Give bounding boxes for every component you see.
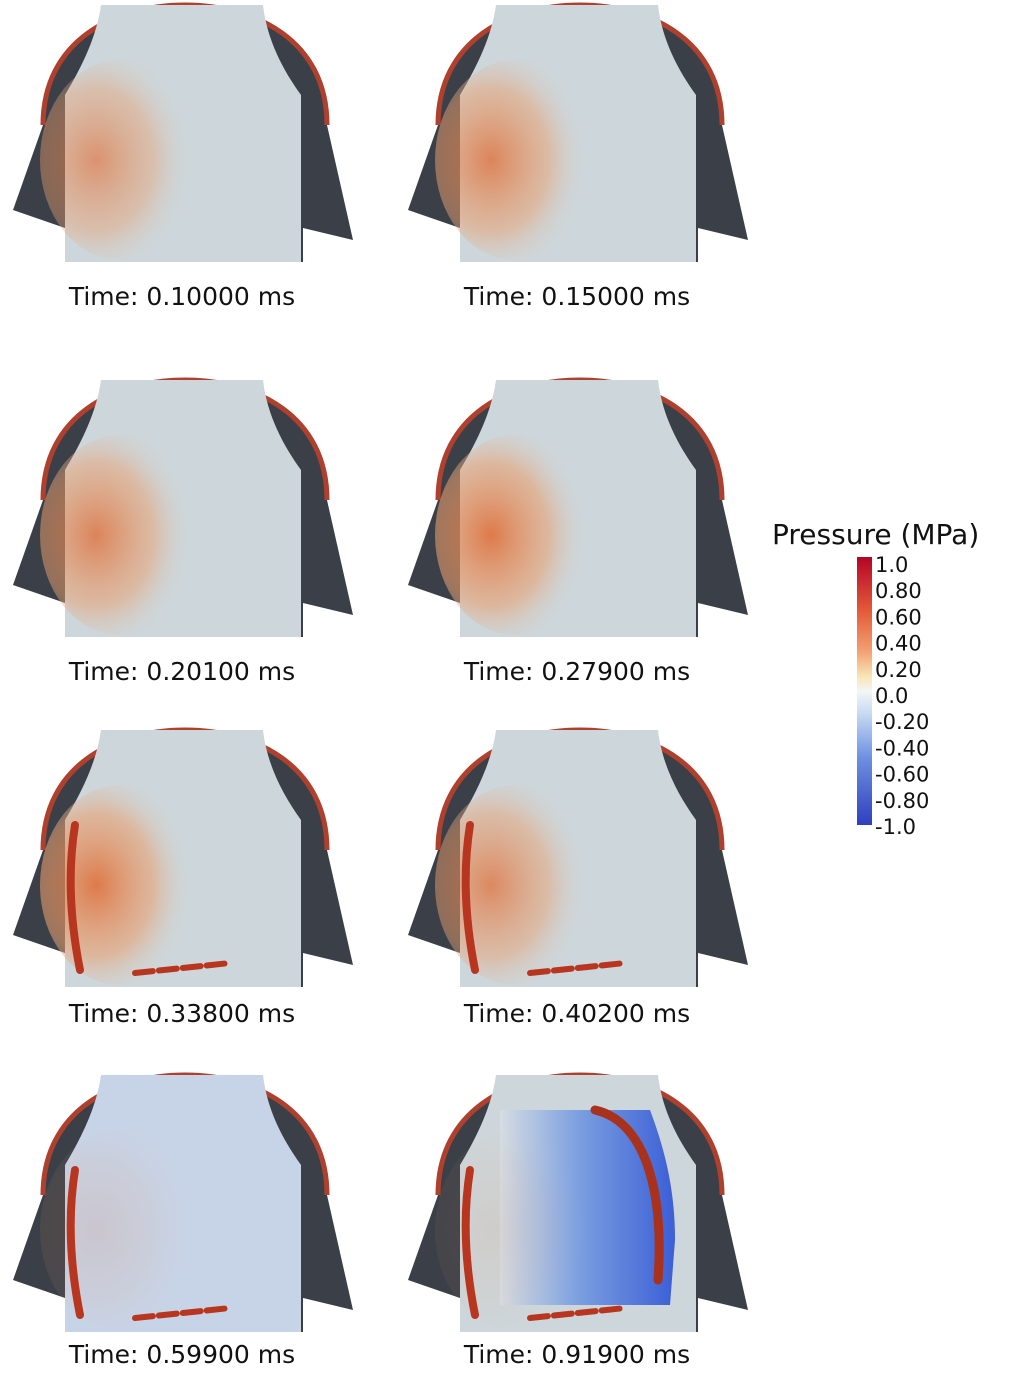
colorbar-ramp bbox=[857, 557, 872, 825]
colorbar-title: Pressure (MPa) bbox=[772, 518, 979, 551]
simulation-panel: Time: 0.15000 ms bbox=[408, 5, 748, 311]
time-caption: Time: 0.33800 ms bbox=[68, 999, 295, 1028]
time-caption: Time: 0.20100 ms bbox=[68, 657, 295, 686]
pressure-region bbox=[40, 785, 200, 985]
time-caption: Time: 0.40200 ms bbox=[463, 999, 690, 1028]
time-caption: Time: 0.15000 ms bbox=[463, 282, 690, 311]
colorbar-label: 1.0 bbox=[875, 553, 908, 577]
simulation-panel: Time: 0.20100 ms bbox=[13, 380, 353, 686]
time-caption: Time: 0.59900 ms bbox=[68, 1340, 295, 1369]
simulation-panel: Time: 0.27900 ms bbox=[408, 380, 748, 686]
pressure-region bbox=[40, 1130, 200, 1330]
colorbar: Pressure (MPa) 1.00.800.600.400.200.0-0.… bbox=[772, 518, 979, 839]
colorbar-label: -0.20 bbox=[875, 710, 929, 734]
time-caption: Time: 0.91900 ms bbox=[463, 1340, 690, 1369]
pressure-region bbox=[40, 435, 200, 635]
colorbar-label: -0.80 bbox=[875, 789, 929, 813]
colorbar-label: 0.40 bbox=[875, 632, 922, 656]
pressure-region bbox=[435, 435, 595, 635]
page: {"panels": [ {"caption": "Time: 0.10000 … bbox=[0, 0, 1029, 1372]
pressure-region bbox=[40, 60, 200, 260]
time-caption: Time: 0.10000 ms bbox=[68, 282, 295, 311]
colorbar-label: -0.40 bbox=[875, 736, 929, 760]
colorbar-label: 0.20 bbox=[875, 658, 922, 682]
simulation-panel: Time: 0.59900 ms bbox=[13, 1075, 353, 1369]
time-caption: Time: 0.27900 ms bbox=[463, 657, 690, 686]
simulation-panel: Time: 0.91900 ms bbox=[408, 1075, 748, 1369]
pressure-region bbox=[435, 785, 595, 985]
colorbar-label: -0.60 bbox=[875, 763, 929, 787]
colorbar-label: -1.0 bbox=[875, 815, 916, 839]
simulation-panel: Time: 0.33800 ms bbox=[13, 730, 353, 1028]
colorbar-label: 0.0 bbox=[875, 684, 908, 708]
panel-grid: Time: 0.10000 ms Time: 0.15000 ms Time: 0.… bbox=[13, 5, 748, 1369]
pressure-region bbox=[435, 1130, 595, 1330]
figure: Time: 0.10000 ms Time: 0.15000 ms Time: 0.… bbox=[0, 0, 1029, 1372]
colorbar-label: 0.60 bbox=[875, 605, 922, 629]
simulation-panel: Time: 0.10000 ms bbox=[13, 5, 353, 311]
pressure-region bbox=[435, 60, 595, 260]
simulation-panel: Time: 0.40200 ms bbox=[408, 730, 748, 1028]
colorbar-label: 0.80 bbox=[875, 579, 922, 603]
